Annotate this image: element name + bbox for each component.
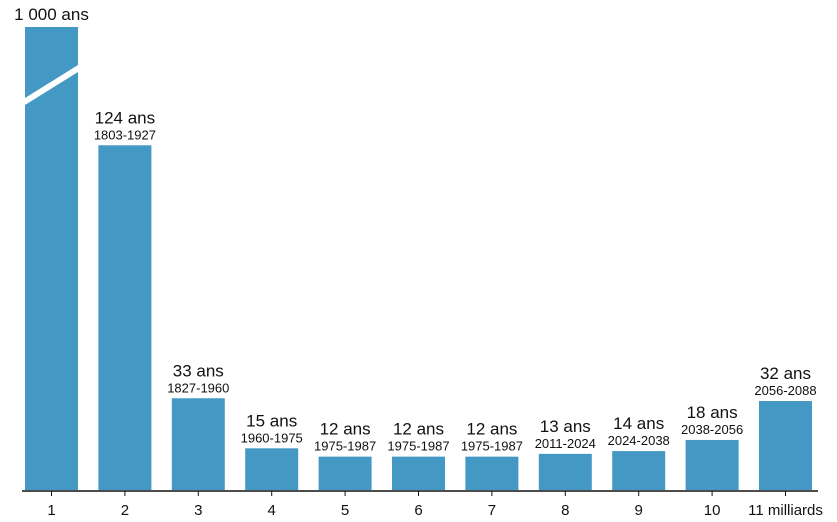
data-label-duration: 12 ans xyxy=(393,420,444,439)
bar xyxy=(318,456,372,490)
data-label-duration: 32 ans xyxy=(760,364,811,383)
data-label-years: 2024-2038 xyxy=(608,433,670,448)
bar xyxy=(538,453,592,490)
bar xyxy=(612,451,666,490)
x-tick-label: 11 milliards xyxy=(748,502,823,519)
x-tick-label: 9 xyxy=(635,502,643,519)
bar xyxy=(171,398,225,490)
data-label-duration: 14 ans xyxy=(613,414,664,433)
data-label-duration: 1 000 ans xyxy=(14,5,89,24)
bar xyxy=(25,27,78,490)
data-label-duration: 12 ans xyxy=(466,420,517,439)
x-tick-label: 5 xyxy=(341,502,349,519)
data-label-years: 1975-1987 xyxy=(314,439,376,454)
x-tick-label: 6 xyxy=(414,502,422,519)
data-label-duration: 124 ans xyxy=(95,108,156,127)
bar xyxy=(759,401,812,490)
x-tick-label: 7 xyxy=(488,502,496,519)
bar xyxy=(685,439,739,490)
x-tick-label: 4 xyxy=(268,502,276,519)
data-label-years: 1827-1960 xyxy=(167,380,229,395)
data-label-duration: 18 ans xyxy=(687,403,738,422)
data-label-duration: 33 ans xyxy=(173,361,224,380)
data-label-years: 2011-2024 xyxy=(535,436,596,451)
data-label-years: 1975-1987 xyxy=(461,439,523,454)
data-label-years: 2056-2088 xyxy=(754,383,816,398)
x-tick-label: 8 xyxy=(561,502,569,519)
axis-break-mark xyxy=(19,63,84,107)
data-label-years: 1975-1987 xyxy=(387,439,449,454)
bar xyxy=(392,456,445,490)
data-label-duration: 13 ans xyxy=(540,417,591,436)
x-tick-label: 3 xyxy=(194,502,202,519)
data-label-duration: 15 ans xyxy=(246,411,297,430)
bar xyxy=(245,448,299,490)
x-tick-label: 1 xyxy=(47,502,55,519)
x-tick-label: 10 xyxy=(704,502,721,519)
data-label-duration: 12 ans xyxy=(320,420,371,439)
data-label-years: 2038-2056 xyxy=(681,422,743,437)
data-label-years: 1803-1927 xyxy=(94,127,156,142)
data-label-years: 1960-1975 xyxy=(241,430,303,445)
x-tick-label: 2 xyxy=(121,502,129,519)
bar xyxy=(465,456,519,490)
bar xyxy=(98,145,152,490)
